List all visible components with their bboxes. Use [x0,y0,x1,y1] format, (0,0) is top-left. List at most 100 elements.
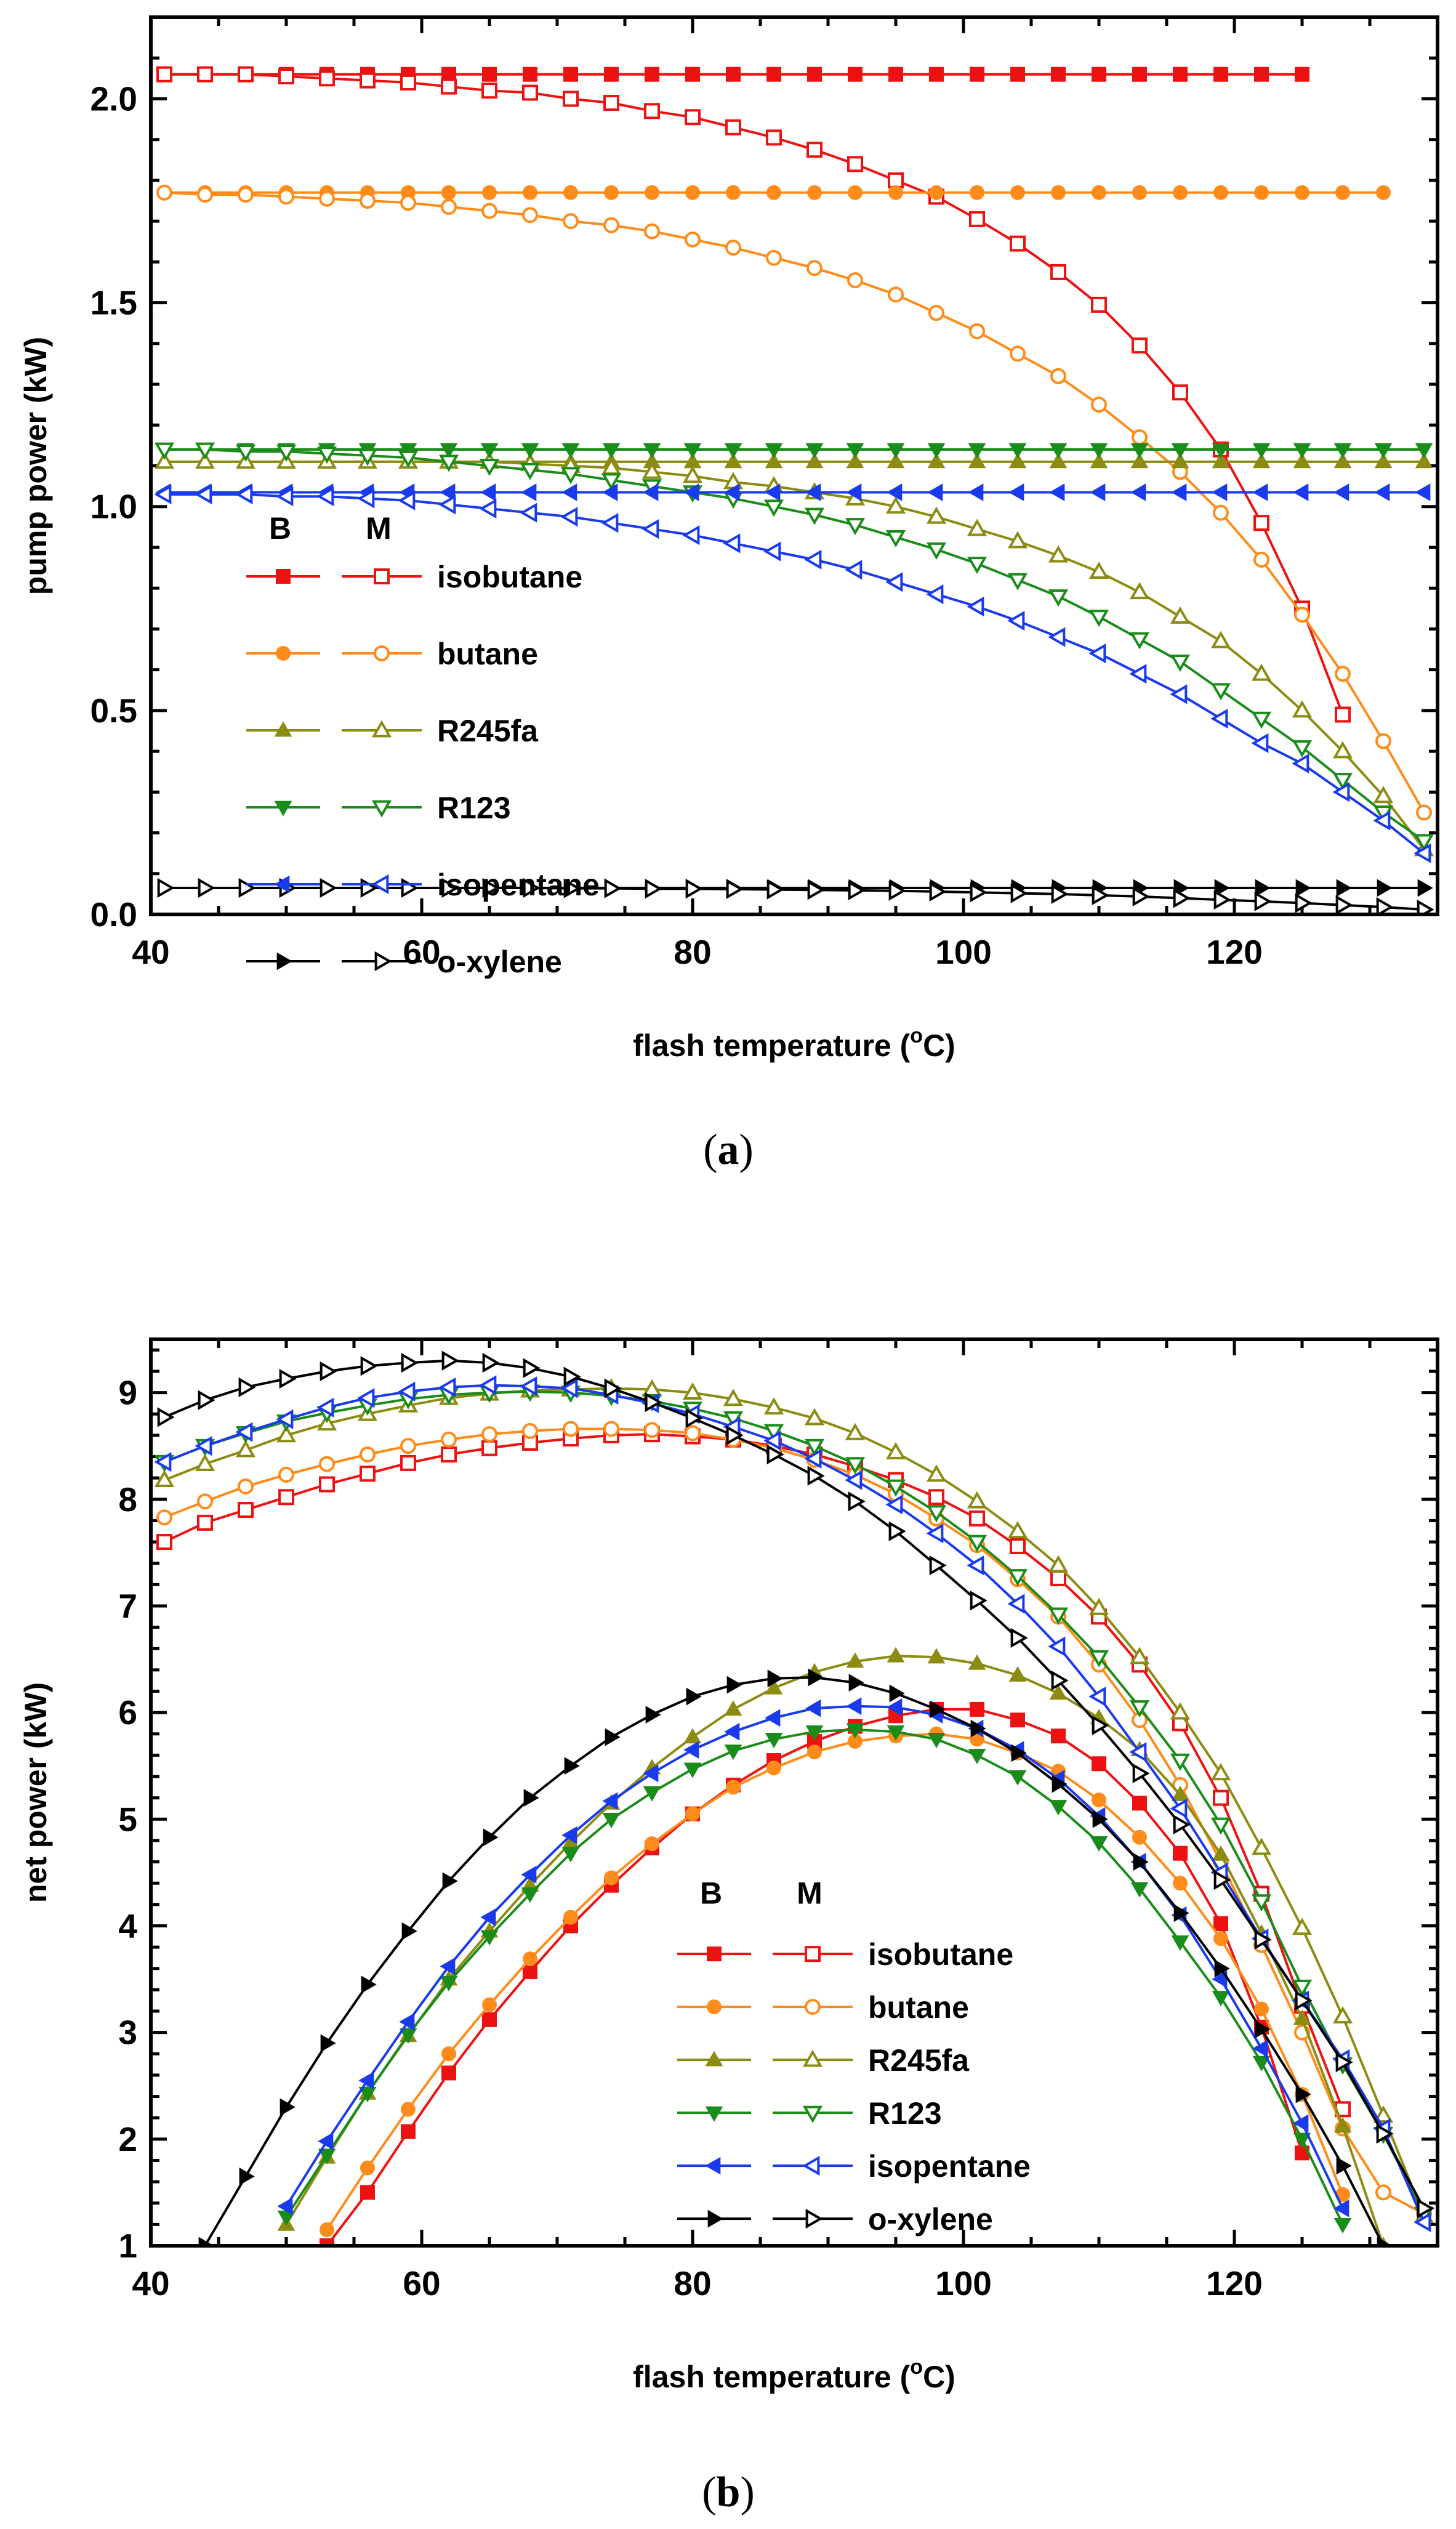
data-point-isobutane-M [928,1489,944,1506]
y-tick-label: 5 [118,1800,137,1838]
data-point-o-xylene-M [401,1352,419,1373]
data-point-R123-M [1129,632,1150,650]
data-point-isobutane-B [888,67,903,82]
data-point-R123-B [1090,1836,1108,1852]
degree-symbol: o [910,1024,923,1047]
data-point-isobutane-B [441,2065,456,2081]
data-point-o-xylene-M [1295,893,1313,913]
y-tick-label: 2 [118,2120,137,2158]
data-point-isopentane-M [398,490,416,510]
legend-marker-B [705,2156,721,2175]
data-point-isobutane-M [441,1446,457,1463]
data-point-butane-B [1254,185,1269,200]
data-point-R245fa-B [1374,453,1393,469]
data-point-R123-M [1210,1817,1231,1835]
data-point-isobutane-M [888,172,904,188]
data-point-isobutane-M [563,91,579,107]
data-point-o-xylene-B [401,1922,417,1940]
data-point-o-xylene-B [645,1706,661,1724]
data-point-butane-M [766,249,782,266]
data-point-butane-M [441,1431,457,1448]
data-point-isopentane-M [479,498,497,519]
data-point-butane-M [1375,733,1391,749]
data-point-R245fa-B [1090,453,1108,469]
data-point-isopentane-B [1333,483,1349,501]
data-point-butane-M [238,187,254,203]
data-point-isobutane-M [481,1440,497,1456]
data-point-isopentane-M [398,1381,416,1402]
data-point-isopentane-M [316,1397,334,1418]
x-tick-label: 60 [403,933,440,971]
data-point-R245fa-B [1333,453,1352,469]
data-point-isopentane-M [804,1448,822,1469]
series-line-R123-M [164,1390,1425,2214]
x-tick-label: 100 [935,933,992,971]
data-point-butane-B [441,185,456,200]
data-point-isobutane-M [319,70,335,87]
data-point-o-xylene-M [970,1591,987,1611]
x-tick-label: 40 [132,933,169,971]
data-point-o-xylene-M [1092,885,1109,905]
data-point-butane-M [400,195,416,211]
data-point-o-xylene-B [889,1684,905,1703]
data-point-butane-B [482,185,497,200]
data-point-R245fa-B [1049,453,1068,469]
data-point-o-xylene-M [238,1377,256,1398]
data-point-R123-B [1293,443,1311,459]
data-point-isopentane-B [724,483,740,501]
data-point-isopentane-M [885,572,903,592]
data-point-o-xylene-M [320,877,337,898]
data-point-R245fa-M [1170,606,1191,624]
data-point-butane-M [1091,397,1107,413]
chart-panel-b: 40 60 80 100 120 1 2 3 4 5 6 7 8 9 flash temperature (… [18,1337,1439,2516]
data-point-o-xylene-B [320,2034,336,2052]
data-point-isopentane-B [927,483,943,501]
data-point-R123-B [724,443,742,459]
caption-paren-open: ( [702,2469,716,2516]
data-point-isobutane-B [1254,67,1269,82]
data-point-R245fa-M [1251,1837,1272,1855]
data-point-R123-M [560,467,581,485]
data-point-R123-B [1212,1991,1230,2007]
y-tick-label: 1.5 [90,284,137,322]
y-tick-label: 2.0 [90,79,137,118]
data-point-isopentane-M [195,484,212,504]
data-point-R123-B [521,1887,539,1903]
data-point-isopentane-M [1170,1798,1188,1819]
data-point-isopentane-M [1414,2212,1431,2233]
series-line-butane-M [164,191,1425,813]
data-point-isopentane-M [276,1409,294,1429]
data-point-o-xylene-M [1173,888,1191,908]
data-point-isopentane-M [316,486,334,507]
data-point-R123-B [805,1725,824,1741]
data-point-o-xylene-B [1092,1810,1108,1828]
x-tick-label: 100 [935,2264,992,2302]
data-point-o-xylene-B [564,1757,580,1775]
caption-paren-close: ) [739,1126,754,1174]
data-point-butane-M [1213,504,1229,521]
legend-marker-B [705,2106,723,2122]
data-point-o-xylene-M [970,882,987,903]
data-point-isopentane-M [885,1494,903,1515]
data-point-o-xylene-M [1092,1715,1109,1736]
data-point-butane-B [1092,1793,1106,1808]
data-point-R245fa-B [927,453,946,469]
data-point-isopentane-M [154,1452,172,1472]
data-point-butane-B [685,1806,700,1821]
data-point-isopentane-M [520,502,537,523]
data-point-butane-B [563,185,578,200]
data-point-isobutane-M [238,1502,254,1519]
series-butane [156,184,1432,821]
data-point-o-xylene-M [1335,895,1353,914]
data-point-R245fa-M [967,518,987,536]
data-point-R123-M [1007,573,1028,591]
data-point-isobutane-B [726,67,741,82]
data-point-isopentane-B [1252,2039,1268,2058]
data-point-R123-B [399,443,417,459]
data-point-butane-B [523,185,537,200]
data-point-R123-M [154,442,175,460]
data-point-R245fa-B [846,453,864,469]
data-point-R245fa-B [1008,1666,1027,1682]
data-point-isobutane-M [360,72,376,89]
x-axis-unit: C) [923,1028,955,1063]
